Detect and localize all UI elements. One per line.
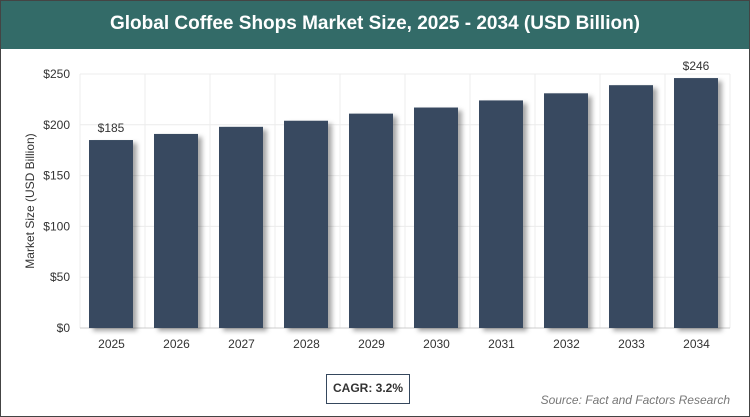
x-tick-label: 2028	[293, 337, 320, 351]
y-tick-label: $100	[43, 219, 70, 233]
chart-title: Global Coffee Shops Market Size, 2025 - …	[1, 1, 749, 49]
x-tick-label: 2030	[423, 337, 450, 351]
y-tick-label: $0	[57, 321, 71, 335]
source-note: Source: Fact and Factors Research	[540, 393, 730, 407]
bar-2030	[414, 107, 458, 328]
y-axis-label: Market Size (USD Billion)	[23, 133, 37, 268]
data-label: $246	[683, 59, 710, 73]
x-tick-label: 2027	[228, 337, 255, 351]
bar-2027	[219, 126, 263, 328]
bar-2031	[479, 100, 523, 328]
bar-2029	[349, 113, 393, 329]
y-tick-label: $200	[43, 118, 70, 132]
x-tick-label: 2033	[618, 337, 645, 351]
cagr-badge: CAGR: 3.2%	[326, 374, 410, 404]
bar-2028	[284, 120, 328, 329]
bar-2034	[674, 78, 718, 329]
bar-2026	[154, 133, 198, 328]
x-tick-label: 2034	[683, 337, 710, 351]
bar-2033	[609, 85, 653, 329]
x-tick-label: 2031	[488, 337, 515, 351]
bar-2025	[89, 140, 133, 328]
bar-2032	[544, 93, 588, 328]
x-tick-label: 2025	[98, 337, 125, 351]
y-tick-label: $50	[50, 270, 70, 284]
x-tick-label: 2032	[553, 337, 580, 351]
y-tick-label: $250	[43, 67, 70, 81]
y-tick-label: $150	[43, 169, 70, 183]
x-tick-label: 2029	[358, 337, 385, 351]
x-tick-label: 2026	[163, 337, 190, 351]
data-label: $185	[98, 121, 125, 135]
